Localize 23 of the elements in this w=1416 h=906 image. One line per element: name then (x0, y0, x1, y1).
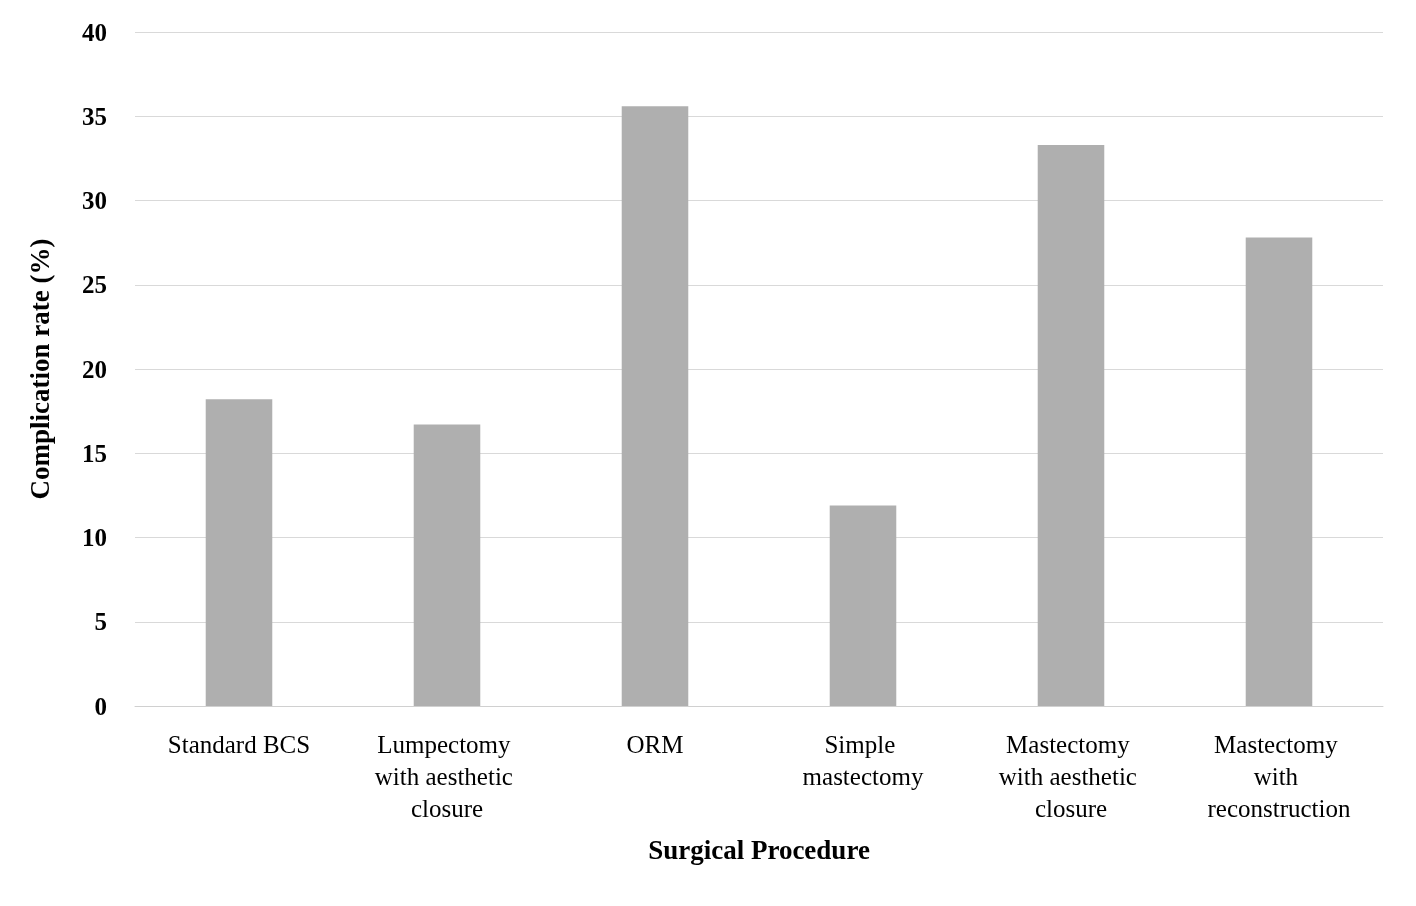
bar (829, 505, 897, 706)
x-tick-label: Mastectomy with reconstruction (1207, 730, 1351, 822)
y-tick-label: 15 (82, 439, 107, 467)
y-tick-label: 35 (82, 102, 107, 130)
y-tick-label: 5 (94, 608, 107, 636)
y-axis-title: Complication rate (%) (24, 238, 55, 500)
y-tick-label: 30 (82, 187, 107, 214)
x-tick-label: Standard BCS (167, 730, 311, 758)
y-tick-label: 20 (82, 355, 107, 383)
bar (1245, 237, 1313, 706)
y-tick-label: 0 (94, 692, 107, 720)
x-tick-label: Lumpectomy with aesthetic closure (374, 730, 520, 822)
y-tick-label: 25 (82, 271, 107, 299)
x-tick-label: Mastectomy with aesthetic closure (998, 730, 1144, 822)
y-tick-label: 10 (82, 524, 107, 551)
bar (205, 399, 273, 706)
bar (621, 106, 689, 706)
x-axis-title: Surgical Procedure (648, 834, 870, 865)
bar (1037, 144, 1105, 706)
x-tick-label: Simple mastectomy (802, 730, 924, 790)
x-tick-label: ORM (626, 730, 684, 758)
y-tick-label: 40 (82, 18, 107, 46)
bar (413, 424, 481, 706)
